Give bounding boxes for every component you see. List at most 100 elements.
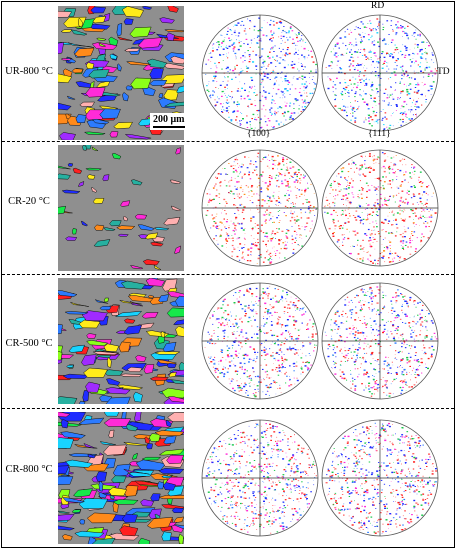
grain — [77, 17, 83, 28]
pole-point — [402, 65, 404, 67]
pole-point — [238, 193, 240, 195]
pole-point — [251, 79, 254, 81]
pole-point — [282, 81, 283, 82]
pole-point — [249, 124, 251, 126]
pole-point — [378, 157, 380, 159]
pole-point — [267, 312, 269, 314]
pole-point — [414, 62, 416, 64]
pole-point — [238, 390, 240, 392]
pole-point — [223, 335, 226, 337]
pole-point — [258, 248, 261, 251]
pole-point — [237, 163, 239, 165]
pole-point — [315, 69, 317, 71]
pole-point — [282, 40, 283, 42]
pole-point — [333, 54, 336, 56]
pole-point — [260, 228, 262, 230]
pole-point — [275, 369, 277, 371]
pole-point — [352, 325, 354, 327]
pole-point — [307, 369, 309, 371]
pole-point — [232, 111, 235, 113]
pole-point — [292, 203, 294, 205]
pole-point — [406, 301, 408, 303]
pole-point — [211, 314, 214, 316]
pole-point — [361, 78, 363, 80]
pole-point — [338, 186, 340, 187]
pole-point — [296, 379, 299, 382]
pole-point — [274, 110, 276, 112]
pole-point — [246, 260, 249, 262]
pole-point — [290, 190, 292, 192]
pole-point — [249, 28, 251, 30]
grain — [170, 205, 182, 212]
pole-point — [244, 505, 246, 506]
pole-point — [329, 79, 332, 81]
pole-point — [264, 73, 266, 75]
grain — [168, 371, 177, 378]
pole-point — [232, 50, 235, 52]
pole-point — [239, 204, 242, 206]
grain — [130, 77, 152, 90]
pole-point — [219, 372, 222, 374]
pole-point — [244, 497, 247, 499]
grain — [148, 433, 161, 442]
pole-point — [394, 354, 396, 355]
pole-point — [307, 187, 309, 189]
pole-point — [372, 328, 374, 331]
pole-point — [281, 450, 284, 452]
pole-point — [287, 110, 290, 113]
pole-point — [231, 34, 233, 35]
pole-point — [236, 57, 237, 59]
pole-point — [395, 292, 397, 294]
pole-point — [372, 159, 375, 161]
pole-point — [369, 20, 371, 22]
pole-point — [247, 105, 249, 107]
pole-point — [261, 325, 263, 327]
pole-point — [337, 55, 339, 56]
pole-point — [367, 251, 369, 253]
pole-point — [328, 343, 330, 346]
pole-point — [215, 65, 217, 67]
pole-point — [387, 215, 389, 217]
pole-point — [230, 326, 232, 327]
pole-point — [261, 457, 263, 459]
pole-point — [354, 67, 356, 69]
pole-point — [334, 320, 337, 322]
grain — [164, 29, 184, 33]
pole-point — [341, 371, 344, 373]
pole-point — [375, 162, 377, 164]
pole-point — [415, 335, 418, 337]
pole-point — [234, 523, 237, 526]
pole-point — [244, 353, 247, 356]
pole-point — [289, 341, 291, 342]
grain — [131, 452, 138, 460]
pole-point — [245, 185, 248, 187]
pole-point — [344, 88, 347, 91]
pole-point — [241, 176, 243, 178]
pole-point — [251, 505, 253, 507]
pole-point — [369, 254, 371, 255]
pole-point — [261, 294, 262, 296]
pole-point — [425, 67, 428, 69]
pole-point — [240, 389, 243, 391]
pole-point — [307, 101, 310, 104]
pole-point — [387, 370, 389, 371]
pole-point — [335, 88, 337, 90]
pole-point — [408, 118, 411, 120]
pole-point — [294, 217, 296, 218]
pole-point — [276, 382, 278, 383]
pole-point — [302, 41, 304, 42]
pole-point — [228, 507, 230, 509]
pole-point — [380, 198, 382, 200]
pole-point — [224, 298, 226, 300]
pole-point — [281, 326, 282, 328]
pole-point — [308, 73, 310, 74]
pole-point — [257, 248, 260, 250]
pole-point — [287, 183, 289, 185]
pole-point — [227, 57, 229, 59]
grain — [141, 312, 159, 319]
pole-point — [399, 209, 401, 211]
pole-point — [294, 206, 296, 208]
grain — [103, 297, 109, 303]
pole-point — [233, 474, 235, 475]
